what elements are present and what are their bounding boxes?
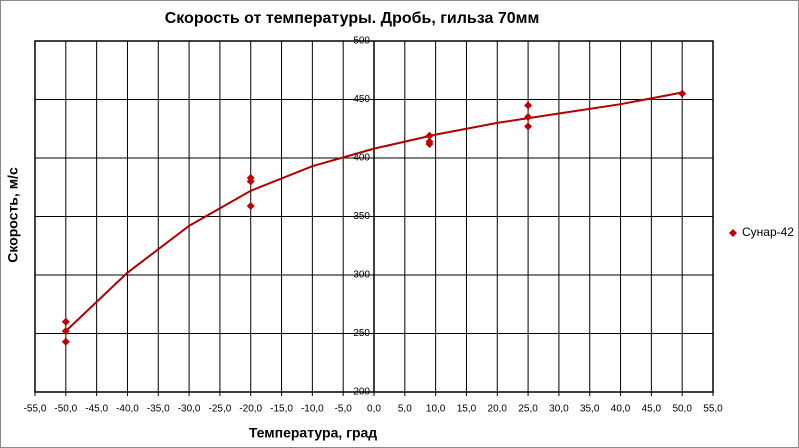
legend-marker bbox=[729, 229, 737, 237]
x-tick-label: 20,0 bbox=[488, 404, 508, 415]
x-tick-label: 10,0 bbox=[426, 404, 446, 415]
x-tick-label: 40,0 bbox=[611, 404, 631, 415]
x-tick-label: -45,0 bbox=[85, 404, 108, 415]
y-axis-title: Скорость, м/с bbox=[5, 167, 21, 263]
y-tick-label: 400 bbox=[353, 153, 370, 164]
chart-title: Скорость от температуры. Дробь, гильза 7… bbox=[165, 10, 540, 27]
point bbox=[524, 113, 533, 122]
x-tick-label: -25,0 bbox=[209, 404, 232, 415]
x-tick-label: -10,0 bbox=[301, 404, 324, 415]
y-tick-label: 300 bbox=[353, 270, 370, 281]
x-tick-label: 35,0 bbox=[580, 404, 600, 415]
point bbox=[61, 317, 70, 326]
point bbox=[425, 139, 434, 148]
x-tick-label: -5,0 bbox=[335, 404, 353, 415]
x-tick-label: -20,0 bbox=[239, 404, 262, 415]
point bbox=[246, 177, 255, 186]
x-tick-label: -15,0 bbox=[270, 404, 293, 415]
x-tick-label: -30,0 bbox=[178, 404, 201, 415]
x-tick-label: 0,0 bbox=[367, 404, 381, 415]
point bbox=[678, 89, 687, 98]
y-tick-label: 350 bbox=[353, 211, 370, 222]
x-tick-label: 30,0 bbox=[549, 404, 569, 415]
x-tick-label: 55,0 bbox=[703, 404, 723, 415]
point bbox=[425, 131, 434, 140]
x-tick-label: -35,0 bbox=[147, 404, 170, 415]
x-axis-title: Температура, град bbox=[249, 425, 377, 441]
y-tick-label: 450 bbox=[353, 94, 370, 105]
y-tick-label: 250 bbox=[353, 328, 370, 339]
x-tick-label: -40,0 bbox=[116, 404, 139, 415]
x-tick-label: -55,0 bbox=[24, 404, 47, 415]
point bbox=[524, 101, 533, 110]
x-tick-label: -50,0 bbox=[54, 404, 77, 415]
legend-label: Сунар-42 bbox=[742, 225, 794, 239]
x-tick-label: 50,0 bbox=[672, 404, 692, 415]
trend-line bbox=[65, 91, 683, 332]
x-tick-label: 45,0 bbox=[642, 404, 662, 415]
x-tick-label: 25,0 bbox=[518, 404, 538, 415]
x-tick-label: 5,0 bbox=[398, 404, 412, 415]
point bbox=[61, 337, 70, 346]
point bbox=[246, 201, 255, 210]
point bbox=[524, 122, 533, 131]
point bbox=[61, 327, 70, 336]
x-tick-label: 15,0 bbox=[457, 404, 477, 415]
